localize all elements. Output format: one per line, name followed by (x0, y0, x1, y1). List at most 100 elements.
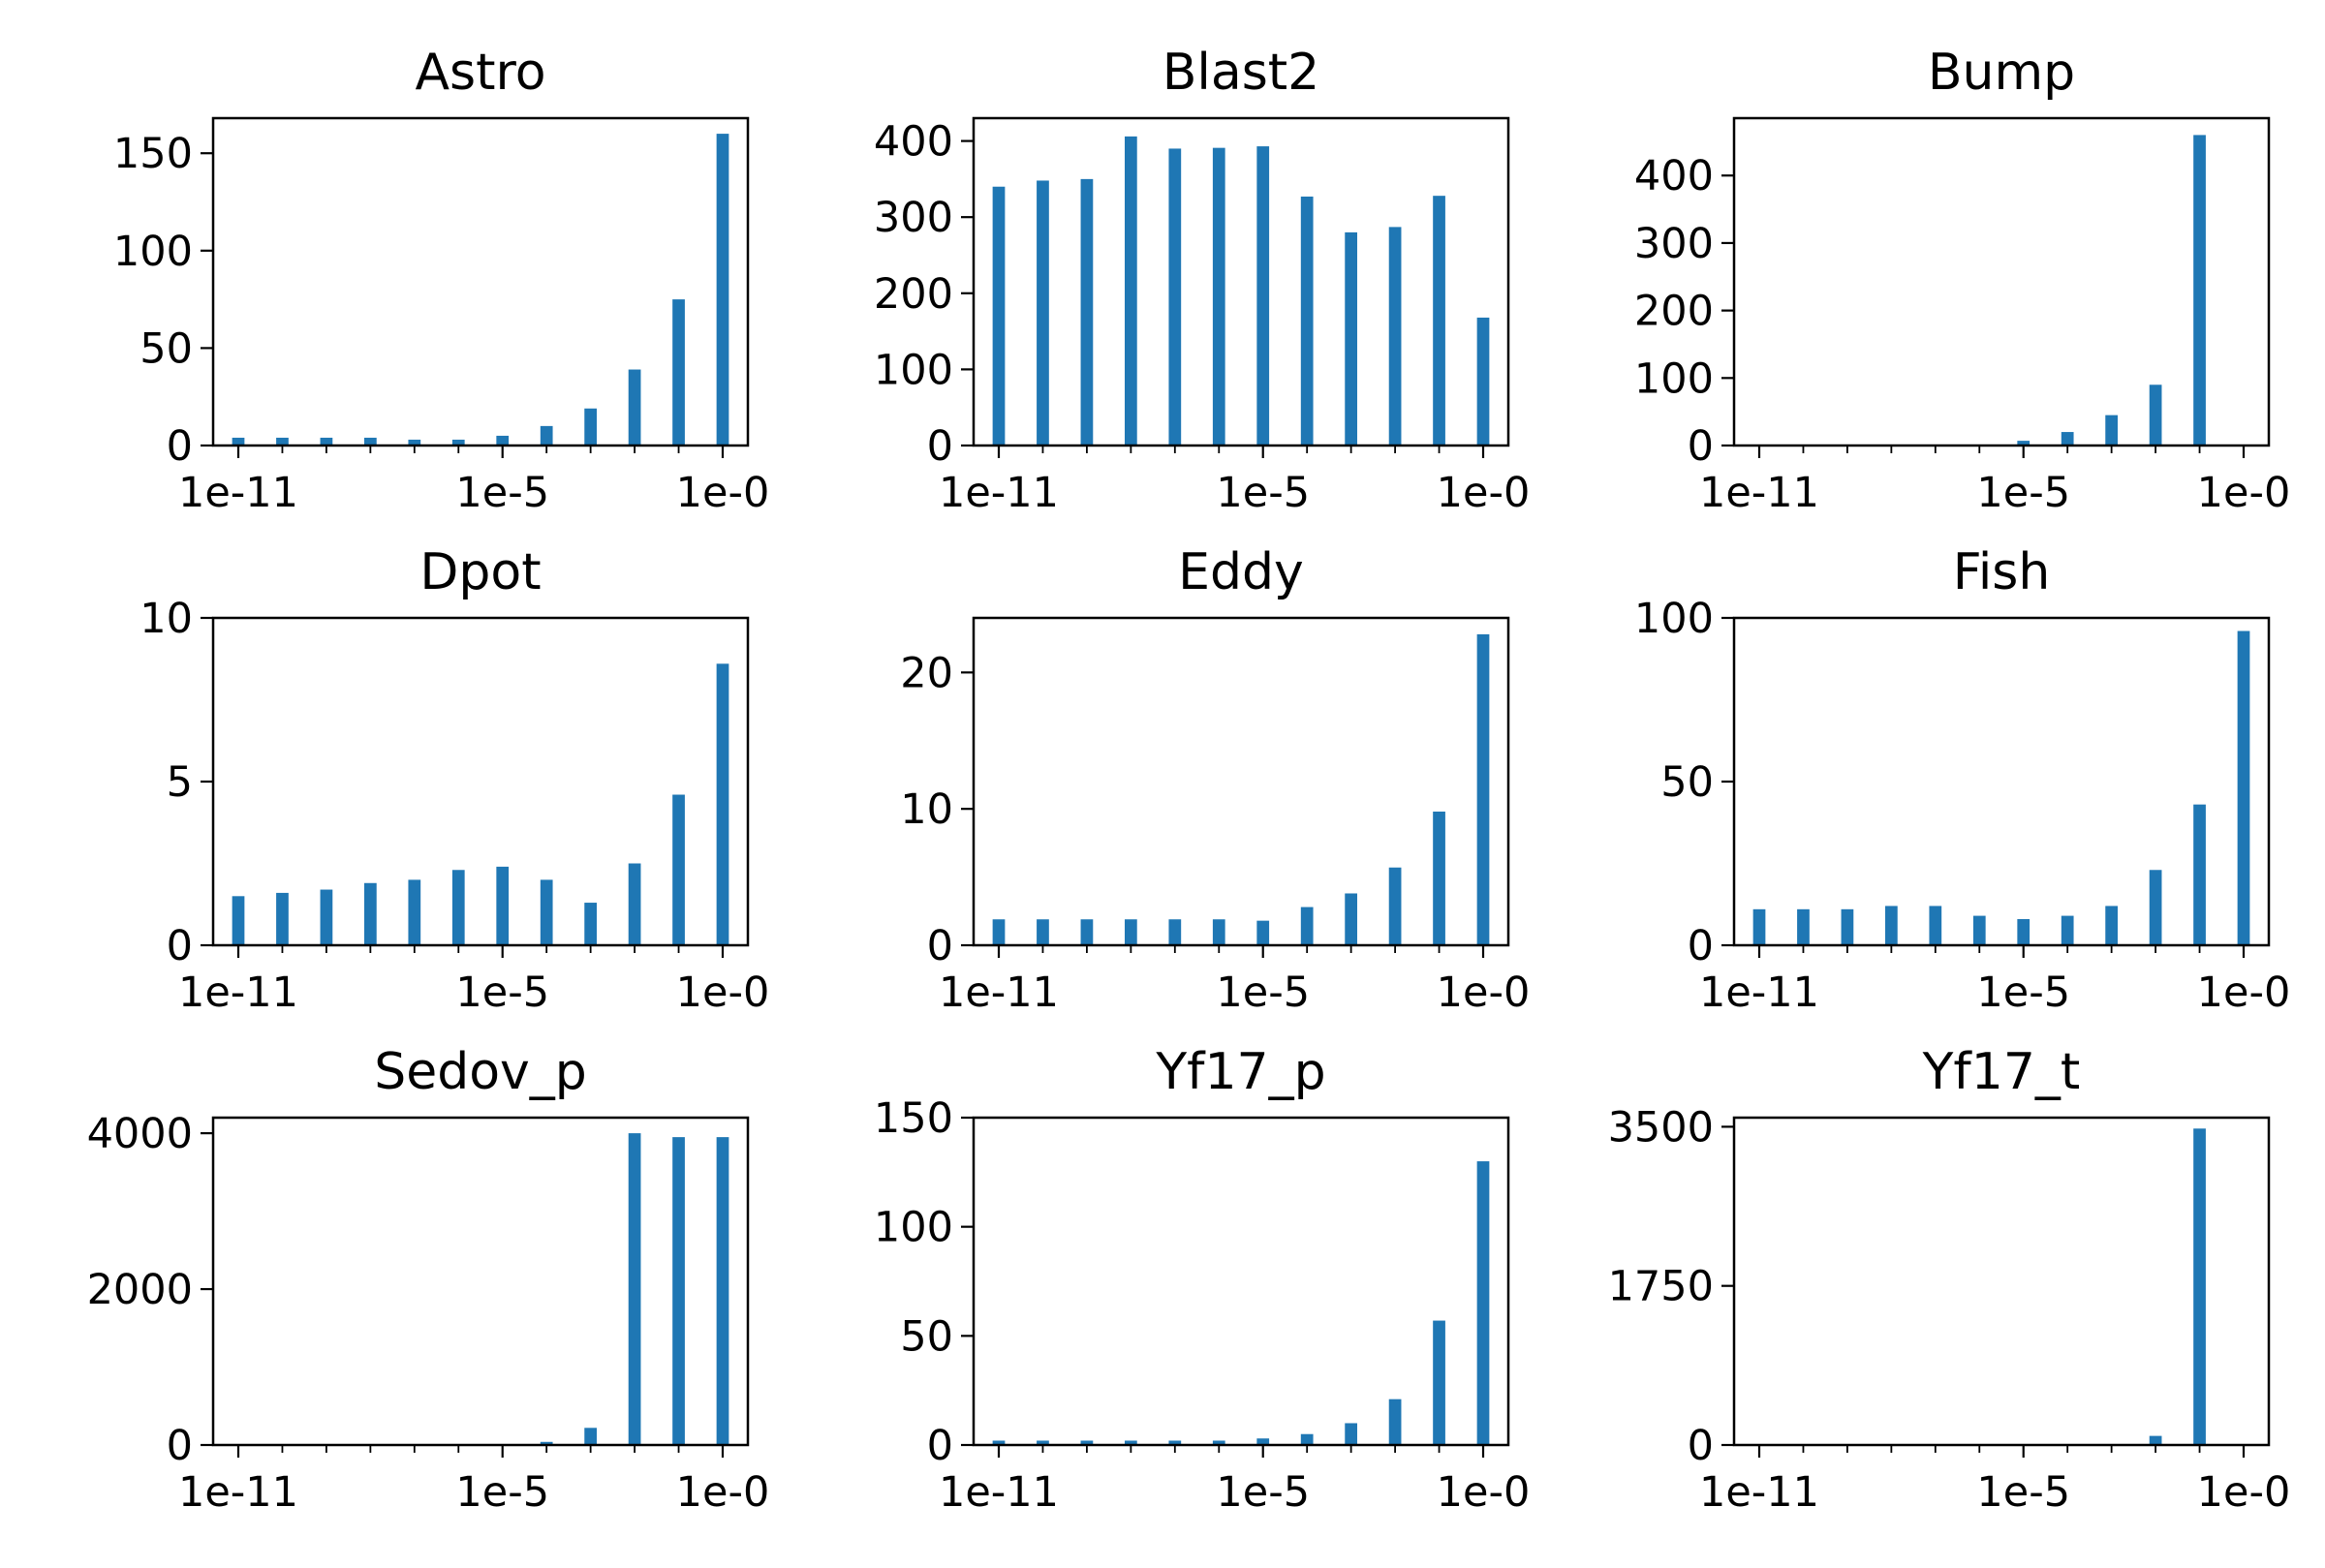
bar-dpot-1e-2 (628, 863, 641, 945)
bar-fish-1e-2 (2149, 870, 2162, 945)
bar-astro-1e-6 (451, 439, 465, 446)
bar-eddy-1e-8 (1125, 919, 1137, 945)
y-tick-label: 0 (1688, 1422, 1714, 1470)
x-tick-label: 1e-0 (676, 1468, 770, 1517)
bar-eddy-1e-2 (1388, 867, 1402, 945)
x-tick-label: 1e-0 (676, 469, 770, 517)
bar-blast2-1e-7 (1168, 148, 1182, 446)
y-tick-label: 100 (113, 228, 193, 276)
y-tick-label: 0 (1688, 922, 1714, 970)
y-tick-label: 50 (900, 1312, 953, 1361)
x-tick-label: 1e-0 (1437, 1468, 1531, 1517)
bar-eddy-1e-0 (1476, 633, 1490, 945)
bar-eddy-1e-3 (1345, 893, 1357, 945)
x-tick-label: 1e-5 (455, 1468, 549, 1517)
x-tick-label: 1e-5 (1216, 469, 1310, 517)
axes-frame-yf17-t (1732, 1116, 2271, 1447)
bar-fish-1e-6 (1972, 915, 1986, 945)
bar-dpot-1e-6 (451, 870, 465, 945)
x-tick-label: 1e-11 (939, 469, 1059, 517)
bar-eddy-1e-5 (1256, 920, 1270, 945)
bar-yf17-p-1e-4 (1300, 1433, 1314, 1445)
y-tick-label: 5 (167, 758, 193, 807)
bar-bump-1e-2 (2149, 384, 2162, 446)
y-tick-label: 0 (167, 1422, 193, 1470)
y-tick-label: 10 (900, 785, 953, 834)
x-tick-label: 1e-5 (1976, 1468, 2070, 1517)
subplot-sedov-p: Sedov_p 0 2000 4000 1e-11 1e-5 1e-0 (87, 1043, 770, 1517)
y-tick-label: 50 (1660, 758, 1714, 807)
bar-dpot-1e-7 (408, 879, 421, 945)
bar-yf17-p-1e-3 (1345, 1423, 1357, 1445)
bar-astro-1e-7 (408, 439, 421, 446)
bar-blast2-1e-4 (1300, 196, 1314, 446)
bar-dpot-1e-10 (276, 892, 289, 945)
x-tick-label: 1e-11 (178, 1468, 298, 1517)
bar-astro-1e-3 (584, 408, 597, 446)
axes-frame-bump (1732, 116, 2271, 447)
bar-dpot-1e-8 (364, 882, 377, 945)
y-tick-label: 4000 (87, 1110, 193, 1158)
bar-yf17-p-1e-7 (1168, 1440, 1182, 1445)
bar-blast2-1e-9 (1080, 178, 1094, 446)
subplot-bump: Bump 0 100 200 300 400 1e-11 1e-5 1e-0 (1634, 44, 2290, 517)
y-tick-label: 0 (927, 422, 953, 471)
y-tick-label: 200 (1634, 288, 1714, 336)
bar-yf17-t-1e-2 (2149, 1435, 2162, 1445)
bar-dpot-1e-0 (716, 663, 729, 945)
bar-yf17-p-1e-6 (1212, 1440, 1225, 1445)
bar-sedov-p-1e-0 (716, 1137, 729, 1445)
subplot-title: Sedov_p (374, 1043, 587, 1101)
bar-bump-1e-5 (2017, 441, 2030, 446)
y-tick-label: 100 (874, 346, 953, 394)
axes-frame-blast2 (972, 116, 1510, 447)
bar-fish-1e-9 (1841, 908, 1854, 945)
bar-astro-1e-11 (232, 437, 245, 446)
subplot-yf17-t: Yf17_t 0 1750 3500 1e-11 1e-5 1e-0 (1608, 1043, 2291, 1517)
y-tick-label: 300 (1634, 220, 1714, 268)
bar-dpot-1e-11 (232, 896, 245, 945)
bar-blast2-1e-2 (1388, 227, 1402, 446)
x-tick-label: 1e-11 (1699, 968, 1819, 1017)
subplot-title: Bump (1928, 44, 2075, 102)
x-tick-label: 1e-11 (939, 1468, 1059, 1517)
x-tick-label: 1e-0 (1437, 469, 1531, 517)
subplot-title: Dpot (419, 543, 541, 601)
y-tick-label: 100 (874, 1204, 953, 1252)
subplot-blast2: Blast2 0 100 200 300 400 1e-11 1e-5 1e-0 (874, 44, 1530, 517)
x-tick-label: 1e-0 (2197, 968, 2291, 1017)
bar-bump-1e-3 (2105, 415, 2118, 446)
y-tick-label: 0 (1688, 422, 1714, 471)
bar-fish-1e-7 (1929, 906, 1942, 945)
bar-blast2-1e-10 (1037, 180, 1049, 446)
bar-eddy-1e-9 (1080, 919, 1094, 945)
bar-yf17-p-1e-11 (992, 1440, 1006, 1445)
y-tick-label: 150 (113, 130, 193, 178)
x-tick-label: 1e-5 (1216, 1468, 1310, 1517)
subplot-eddy: Eddy 0 10 20 1e-11 1e-5 1e-0 (900, 543, 1530, 1017)
axes-frame-astro (211, 116, 750, 447)
x-tick-label: 1e-5 (1216, 968, 1310, 1017)
x-tick-label: 1e-5 (455, 968, 549, 1017)
bar-sedov-p-1e-2 (628, 1133, 641, 1445)
subplot-fish: Fish 0 50 100 1e-11 1e-5 1e-0 (1634, 543, 2290, 1017)
bar-astro-1e-1 (672, 299, 685, 446)
bar-fish-1e-11 (1752, 908, 1766, 945)
bar-yf17-p-1e-8 (1125, 1440, 1137, 1445)
bar-sedov-p-1e-4 (540, 1441, 553, 1445)
bar-bump-1e-4 (2061, 432, 2074, 446)
y-tick-label: 300 (874, 194, 953, 242)
subplot-title: Yf17_t (1922, 1043, 2081, 1101)
bar-yf17-p-1e-5 (1256, 1438, 1270, 1445)
y-tick-label: 2000 (87, 1266, 193, 1314)
subplot-title: Yf17_p (1155, 1043, 1325, 1101)
y-tick-label: 20 (900, 649, 953, 697)
bar-blast2-1e-5 (1256, 146, 1270, 446)
y-tick-label: 50 (140, 324, 193, 373)
bar-blast2-1e-6 (1212, 147, 1225, 446)
bar-eddy-1e-10 (1037, 919, 1049, 945)
bar-bump-1e-1 (2193, 135, 2206, 446)
y-tick-label: 0 (167, 922, 193, 970)
